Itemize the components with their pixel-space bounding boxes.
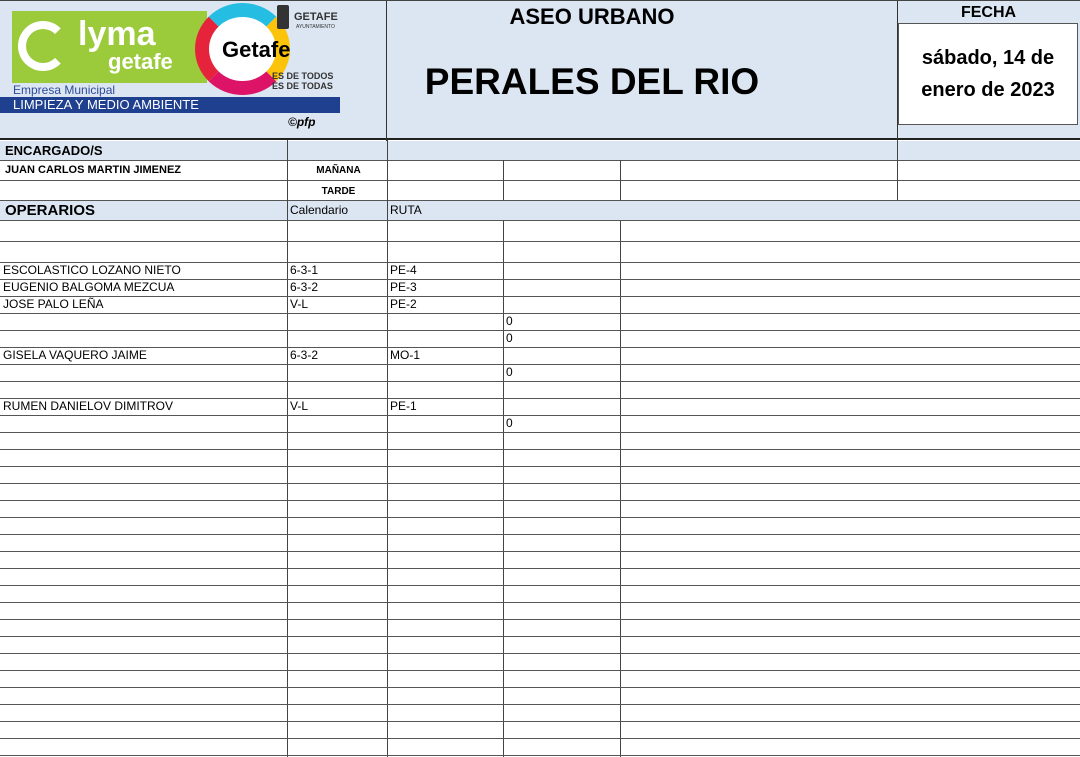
fecha-value: sábado, 14 de enero de 2023 bbox=[921, 47, 1055, 101]
grid-line bbox=[0, 347, 1080, 348]
grid-line bbox=[0, 415, 1080, 416]
copyright: ©pfp bbox=[288, 115, 316, 129]
grid-line bbox=[0, 200, 1080, 201]
operario-name[interactable]: JOSE PALO LEÑA bbox=[3, 297, 104, 311]
grid-line bbox=[0, 670, 1080, 671]
grid-line bbox=[0, 279, 1080, 280]
grid-line bbox=[897, 140, 898, 200]
getafe-logo-text: Getafe bbox=[222, 37, 291, 62]
value-cell[interactable]: 0 bbox=[506, 416, 513, 430]
ruta-cell[interactable]: MO-1 bbox=[390, 348, 420, 362]
lyma-logo: Lyma getafe bbox=[12, 11, 207, 83]
grid-line bbox=[0, 721, 1080, 722]
grid-line bbox=[0, 636, 1080, 637]
grid-line bbox=[0, 551, 1080, 552]
ayto-label: GETAFE bbox=[294, 11, 338, 23]
ruta-cell[interactable]: PE-2 bbox=[390, 297, 417, 311]
operario-name[interactable]: ESCOLASTICO LOZANO NIETO bbox=[3, 263, 181, 277]
encargados-label: ENCARGADO/S bbox=[5, 143, 103, 158]
grid-line bbox=[0, 704, 1080, 705]
ruta-cell[interactable]: PE-3 bbox=[390, 280, 417, 294]
operario-name[interactable]: RUMEN DANIELOV DIMITROV bbox=[3, 399, 174, 413]
value-cell[interactable]: 0 bbox=[506, 331, 513, 345]
fecha-box[interactable]: sábado, 14 de enero de 2023 bbox=[898, 23, 1078, 125]
ruta-cell[interactable]: PE-1 bbox=[390, 399, 417, 413]
grid-line bbox=[287, 140, 288, 757]
slogan-line2: ES DE TODAS bbox=[272, 81, 333, 91]
grid-line bbox=[0, 262, 1080, 263]
grid-line bbox=[0, 738, 1080, 739]
operario-name[interactable]: GISELA VAQUERO JAIME bbox=[3, 348, 147, 362]
value-cell[interactable]: 0 bbox=[506, 314, 513, 328]
empresa-label: Empresa Municipal bbox=[13, 83, 116, 97]
getafe-ods-logo bbox=[195, 3, 290, 95]
grid-line bbox=[0, 364, 1080, 365]
grid-line bbox=[0, 313, 1080, 314]
calendario-cell[interactable]: 6-3-1 bbox=[290, 263, 319, 277]
grid-line bbox=[0, 517, 1080, 518]
grid-line bbox=[0, 585, 1080, 586]
ruta-cell[interactable]: PE-4 bbox=[390, 263, 417, 277]
division-label: LIMPIEZA Y MEDIO AMBIENTE bbox=[13, 97, 199, 112]
logo-brand-sub: getafe bbox=[108, 49, 173, 74]
grid-line bbox=[620, 160, 621, 200]
grid-line bbox=[387, 140, 388, 757]
grid-line bbox=[0, 483, 1080, 484]
fecha-label: FECHA bbox=[960, 4, 1017, 21]
operarios-label: OPERARIOS bbox=[5, 202, 96, 219]
tarde-label: TARDE bbox=[321, 186, 356, 197]
grid-line bbox=[620, 220, 621, 757]
col-calendario: Calendario bbox=[290, 203, 349, 217]
grid-line bbox=[0, 687, 1080, 688]
logo-brand: Lyma bbox=[78, 15, 156, 53]
calendario-cell[interactable]: V-L bbox=[290, 399, 309, 413]
swirl-icon bbox=[18, 21, 68, 71]
value-cell[interactable]: 0 bbox=[506, 365, 513, 379]
grid-line bbox=[503, 220, 504, 757]
col-ruta: RUTA bbox=[390, 203, 422, 217]
calendario-cell[interactable]: 6-3-2 bbox=[290, 280, 319, 294]
grid-line bbox=[0, 330, 1080, 331]
calendario-cell[interactable]: V-L bbox=[290, 297, 309, 311]
operario-name[interactable]: EUGENIO BALGOMA MEZCUA bbox=[3, 280, 175, 294]
page-title: ASEO URBANO bbox=[509, 4, 675, 29]
grid-line bbox=[0, 449, 1080, 450]
grid-line bbox=[0, 398, 1080, 399]
encargado-name[interactable]: JUAN CARLOS MARTIN JIMENEZ bbox=[5, 164, 182, 176]
grid-line bbox=[0, 653, 1080, 654]
sheet-header: Lyma getafe Getafe GETAFE AYUNTAMIENTO E… bbox=[0, 0, 1080, 141]
grid-line bbox=[503, 160, 504, 200]
grid-line bbox=[0, 381, 1080, 382]
grid-line bbox=[0, 432, 1080, 433]
ayto-sub: AYUNTAMIENTO bbox=[296, 24, 335, 30]
manana-label: MAÑANA bbox=[316, 165, 361, 176]
location-title: PERALES DEL RIO bbox=[424, 61, 760, 102]
grid-line bbox=[0, 160, 1080, 161]
grid-line bbox=[0, 180, 1080, 181]
grid-line bbox=[0, 534, 1080, 535]
division-bar: LIMPIEZA Y MEDIO AMBIENTE bbox=[0, 97, 340, 113]
grid-line bbox=[0, 568, 1080, 569]
grid-line bbox=[0, 466, 1080, 467]
grid-line bbox=[0, 602, 1080, 603]
getafe-crest-icon bbox=[277, 5, 289, 29]
grid-line bbox=[0, 619, 1080, 620]
grid-line bbox=[0, 220, 1080, 221]
calendario-cell[interactable]: 6-3-2 bbox=[290, 348, 319, 362]
grid-line bbox=[0, 241, 1080, 242]
grid-line bbox=[0, 296, 1080, 297]
slogan-line1: ES DE TODOS bbox=[272, 71, 334, 81]
grid-line bbox=[0, 755, 1080, 756]
grid-line bbox=[0, 500, 1080, 501]
